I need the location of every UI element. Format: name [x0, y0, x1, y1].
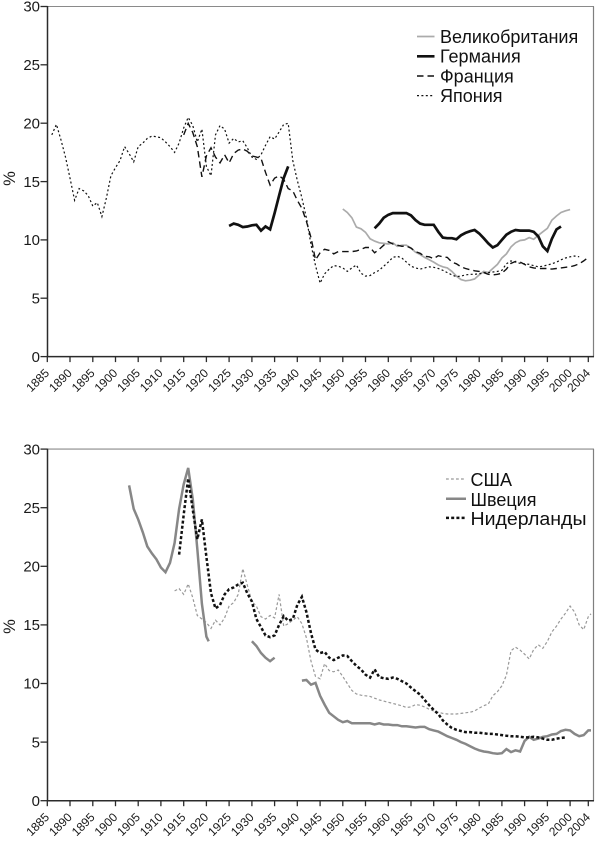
svg-text:Франция: Франция: [440, 66, 514, 86]
svg-text:15: 15: [23, 617, 40, 634]
svg-text:15: 15: [23, 174, 40, 191]
svg-text:Япония: Япония: [440, 86, 503, 106]
svg-text:Великобритания: Великобритания: [440, 27, 578, 47]
svg-text:10: 10: [23, 676, 40, 693]
svg-text:0: 0: [32, 793, 40, 810]
svg-text:США: США: [471, 470, 513, 490]
svg-text:%: %: [1, 171, 19, 186]
svg-text:5: 5: [32, 290, 40, 307]
svg-text:5: 5: [32, 734, 40, 751]
svg-text:Германия: Германия: [440, 47, 521, 67]
svg-text:30: 30: [23, 441, 40, 458]
svg-text:Швеция: Швеция: [471, 490, 537, 510]
svg-text:0: 0: [32, 349, 40, 366]
svg-text:Нидерланды: Нидерланды: [471, 509, 587, 529]
svg-text:25: 25: [23, 500, 40, 517]
svg-text:20: 20: [23, 559, 40, 576]
svg-text:25: 25: [23, 57, 40, 74]
svg-text:10: 10: [23, 232, 40, 249]
svg-text:20: 20: [23, 115, 40, 132]
svg-text:30: 30: [23, 0, 40, 16]
svg-text:%: %: [1, 619, 19, 634]
